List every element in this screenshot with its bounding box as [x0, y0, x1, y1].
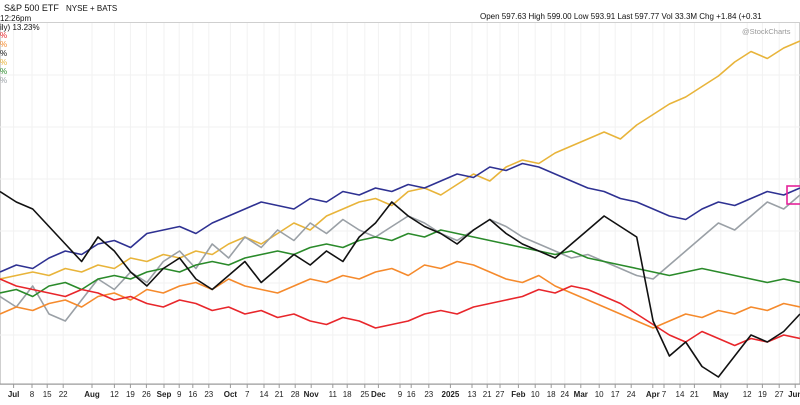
x-tick-label: Mar: [574, 390, 588, 399]
series-line-5: [0, 278, 800, 347]
x-tick-label: 14: [676, 390, 685, 399]
time-label: 12:26pm: [0, 14, 31, 23]
x-tick-label: Jul: [8, 390, 20, 399]
x-tick-label: Sep: [157, 390, 172, 399]
symbol-title: S&P 500 ETF: [4, 3, 59, 13]
x-tick-label: 12: [110, 390, 119, 399]
legend-mark: %: [0, 67, 7, 76]
legend-mark: %: [0, 49, 7, 58]
x-tick-label: 23: [204, 390, 213, 399]
x-tick-label: Feb: [511, 390, 525, 399]
x-tick-label: 8: [30, 390, 35, 399]
x-axis: Jul 8 15 22 Aug 12 19 26 Sep 9 16 23 Oct 7 14 21 28 Nov 11…: [0, 383, 800, 399]
x-tick-label: 27: [496, 390, 505, 399]
x-tick-label: 18: [343, 390, 352, 399]
x-tick-label: Aug: [84, 390, 100, 399]
x-tick-label: 16: [188, 390, 197, 399]
x-tick-label: Apr: [646, 390, 660, 399]
legend: %%%%%%: [0, 31, 7, 85]
series-line-0: [0, 40, 800, 280]
x-tick-label: 2025: [442, 390, 460, 399]
x-tick-label: 9: [398, 390, 403, 399]
performance-label: ily) 13.23%: [0, 23, 40, 32]
x-tick-label: 7: [245, 390, 250, 399]
exchange-label: NYSE + BATS: [66, 4, 117, 13]
x-tick-label: Nov: [304, 390, 320, 399]
x-tick-label: 21: [690, 390, 699, 399]
quote-line: Open 597.63 High 599.00 Low 593.91 Last …: [480, 12, 762, 21]
x-tick-label: 14: [260, 390, 269, 399]
x-tick-label: 22: [59, 390, 68, 399]
last-value-marker: [786, 185, 800, 205]
series-layer: [0, 40, 800, 378]
x-tick-label: 25: [360, 390, 369, 399]
series-line-1: [0, 162, 800, 273]
legend-mark: %: [0, 40, 7, 49]
x-tick-label: 26: [142, 390, 151, 399]
x-tick-label: 13: [468, 390, 477, 399]
x-tick-label: 9: [177, 390, 182, 399]
x-tick-label: 11: [329, 390, 338, 399]
x-tick-label: May: [713, 390, 729, 399]
x-tick-label: Dec: [371, 390, 386, 399]
legend-mark: %: [0, 58, 7, 67]
legend-mark: %: [0, 31, 7, 40]
series-line-6: [0, 190, 800, 378]
x-tick-label: 27: [775, 390, 784, 399]
grid: [0, 22, 800, 385]
x-tick-label: 12: [743, 390, 752, 399]
x-tick-label: 24: [560, 390, 569, 399]
x-tick-label: 10: [595, 390, 604, 399]
x-tick-label: 23: [424, 390, 433, 399]
series-line-3: [0, 229, 800, 298]
x-tick-label: 10: [531, 390, 540, 399]
x-tick-label: Jun: [788, 390, 800, 399]
x-tick-label: 7: [662, 390, 667, 399]
legend-mark: %: [0, 76, 7, 85]
x-tick-label: 19: [126, 390, 135, 399]
stockcharts-watermark: @StockCharts: [742, 27, 791, 36]
x-tick-label: 28: [291, 390, 300, 399]
x-tick-label: 21: [275, 390, 284, 399]
x-tick-label: 24: [627, 390, 636, 399]
x-tick-label: 19: [758, 390, 767, 399]
x-tick-label: 18: [547, 390, 556, 399]
x-tick-label: 21: [483, 390, 492, 399]
x-tick-label: 17: [611, 390, 620, 399]
x-tick-label: Oct: [224, 390, 238, 399]
x-tick-label: 15: [43, 390, 52, 399]
x-tick-label: 16: [407, 390, 416, 399]
